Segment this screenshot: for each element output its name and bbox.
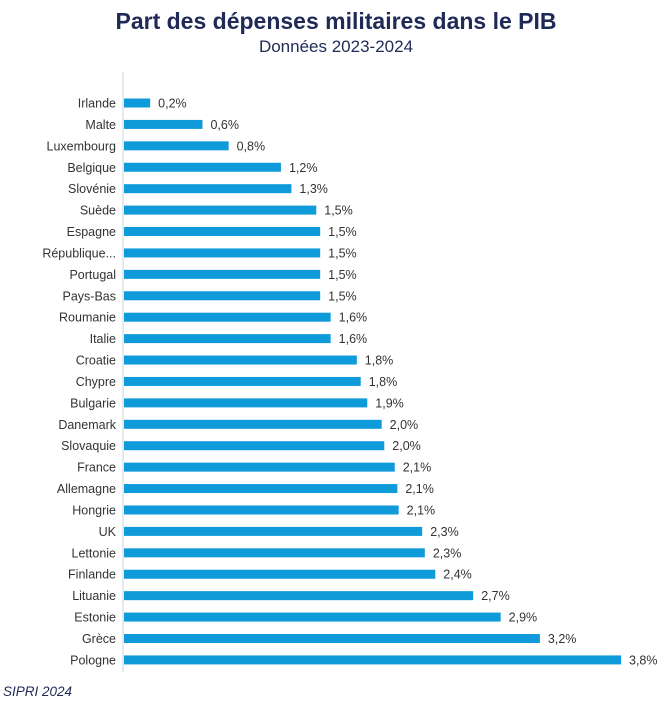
- bar: [124, 612, 501, 622]
- bar: [124, 184, 292, 194]
- bar: [124, 98, 151, 108]
- chart-title: Part des dépenses militaires dans le PIB: [115, 8, 557, 34]
- bar: [124, 484, 398, 494]
- category-label: Malte: [85, 118, 116, 132]
- chart-subtitle: Données 2023-2024: [258, 37, 414, 56]
- source-note: SIPRI 2024: [3, 684, 73, 699]
- category-label: Bulgarie: [70, 396, 116, 410]
- data-label: 1,5%: [328, 246, 357, 260]
- category-label: Italie: [90, 332, 116, 346]
- data-label: 1,5%: [328, 268, 357, 282]
- category-label: Croatie: [76, 354, 116, 368]
- bar: [124, 419, 382, 429]
- data-label: 1,6%: [339, 332, 368, 346]
- category-label: Pays-Bas: [63, 289, 117, 303]
- data-label: 1,2%: [289, 161, 318, 175]
- category-label: Finlande: [68, 568, 116, 582]
- bar: [124, 119, 203, 129]
- bar: [124, 462, 395, 472]
- data-label: 1,8%: [365, 354, 394, 368]
- bar: [124, 591, 474, 601]
- data-label: 0,2%: [158, 97, 187, 111]
- data-label: 2,9%: [509, 611, 538, 625]
- bar: [124, 655, 621, 665]
- bar: [124, 248, 321, 258]
- bar: [124, 505, 399, 515]
- data-label: 1,5%: [328, 289, 357, 303]
- data-label: 0,6%: [210, 118, 239, 132]
- bar: [124, 205, 317, 215]
- category-label: Slovaquie: [61, 439, 116, 453]
- bar: [124, 269, 321, 279]
- bar: [124, 548, 425, 558]
- category-label: UK: [99, 525, 117, 539]
- data-label: 3,2%: [548, 632, 577, 646]
- category-label: Portugal: [69, 268, 116, 282]
- category-label: Lituanie: [72, 589, 116, 603]
- category-label: Allemagne: [57, 482, 116, 496]
- data-label: 2,3%: [433, 546, 462, 560]
- bar: [124, 526, 423, 536]
- data-label: 1,5%: [324, 204, 353, 218]
- data-label: 1,6%: [339, 311, 368, 325]
- bar: [124, 398, 368, 408]
- category-label: Suède: [80, 204, 116, 218]
- data-label: 2,3%: [430, 525, 459, 539]
- category-label: Pologne: [70, 653, 116, 667]
- bar: [124, 141, 229, 151]
- category-label: Roumanie: [59, 311, 116, 325]
- data-label: 1,8%: [369, 375, 398, 389]
- data-label: 3,8%: [629, 653, 658, 667]
- bar: [124, 312, 331, 322]
- data-label: 2,0%: [392, 439, 421, 453]
- bar: [124, 227, 321, 237]
- bar: [124, 569, 436, 579]
- category-label: Irlande: [78, 97, 116, 111]
- category-label: Grèce: [82, 632, 116, 646]
- data-label: 2,1%: [405, 482, 434, 496]
- category-label: Luxembourg: [47, 139, 117, 153]
- data-label: 2,7%: [481, 589, 510, 603]
- data-label: 1,9%: [375, 396, 404, 410]
- category-label: Hongrie: [72, 503, 116, 517]
- data-label: 1,5%: [328, 225, 357, 239]
- category-label: Danemark: [58, 418, 116, 432]
- bar: [124, 634, 540, 643]
- data-label: 2,4%: [443, 568, 472, 582]
- bar: [124, 441, 385, 451]
- bar: [124, 334, 331, 344]
- data-label: 2,1%: [407, 503, 436, 517]
- data-label: 2,1%: [403, 461, 432, 475]
- category-label: Belgique: [67, 161, 116, 175]
- bar: [124, 376, 361, 386]
- bar: [124, 162, 281, 172]
- category-label: Slovénie: [68, 182, 116, 196]
- category-label: France: [77, 461, 116, 475]
- data-label: 2,0%: [390, 418, 419, 432]
- bar: [124, 291, 321, 301]
- category-label: République...: [42, 246, 116, 260]
- bar: [124, 355, 357, 365]
- category-label: Lettonie: [72, 546, 117, 560]
- data-label: 0,8%: [237, 139, 266, 153]
- data-label: 1,3%: [299, 182, 328, 196]
- category-label: Espagne: [67, 225, 116, 239]
- category-label: Estonie: [74, 611, 116, 625]
- category-label: Chypre: [76, 375, 116, 389]
